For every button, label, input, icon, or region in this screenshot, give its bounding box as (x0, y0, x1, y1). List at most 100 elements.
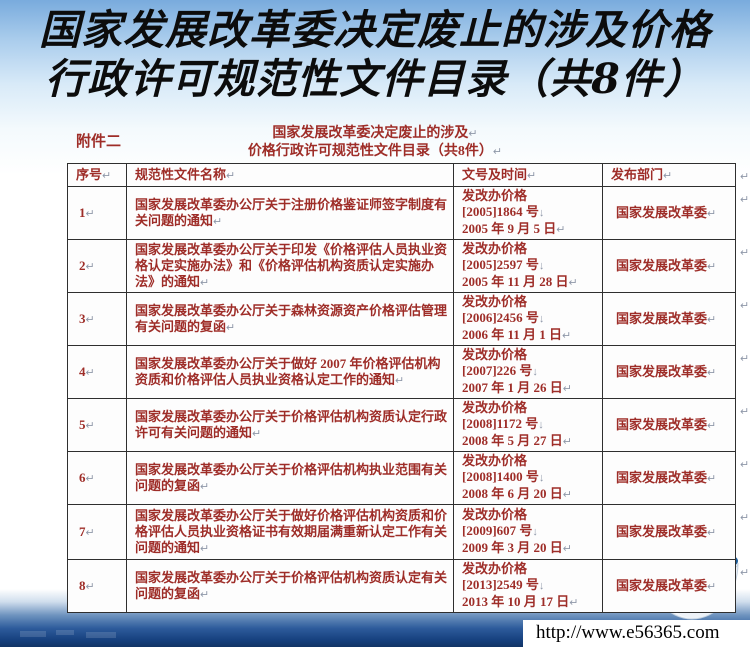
document-number-and-date: 发改办价格 [2006]2456 号↓ 2006 年 11 月 1 日↵ (453, 292, 603, 346)
row-number: 4↵ (67, 345, 127, 399)
issuing-department: 国家发展改革委↵ (602, 398, 736, 452)
return-mark-icon: ↵ (226, 321, 236, 334)
caption-line-2: 价格行政许可规范性文件目录（共8件）↵ (247, 144, 503, 159)
return-mark-icon: ↵ (395, 374, 405, 387)
doc-number-line: 发改办价格 (462, 453, 528, 468)
source-url: http://www.e56365.com (523, 620, 750, 647)
table-row: 8↵ 国家发展改革委办公厅关于价格评估机构资质认定有关问题的复函↵ 发改办价格 [20… (67, 559, 750, 613)
return-mark-icon: ↵ (468, 128, 478, 140)
row-number: 7↵ (67, 504, 127, 560)
return-mark-icon: ↵ (556, 224, 566, 236)
return-mark-icon: ↵ (707, 472, 717, 485)
return-mark-icon: ↵ (740, 170, 750, 183)
doc-number-line: 2005 年 11 月 28 日↵ (462, 274, 578, 289)
issuing-department: 国家发展改革委↵ (602, 451, 736, 505)
return-mark-icon: ↵ (562, 330, 572, 342)
document-number-and-date: 发改办价格 [2005]2597 号↓ 2005 年 11 月 28 日↵ (453, 239, 603, 293)
return-mark-icon: ↵ (740, 352, 750, 365)
return-mark-icon: ↵ (740, 193, 750, 206)
return-mark-icon: ↵ (707, 260, 717, 273)
row-number: 6↵ (67, 451, 127, 505)
line-break-icon: ↓ (532, 526, 538, 538)
return-mark-icon: ↵ (200, 480, 210, 493)
row-end-mark: ↵ (736, 560, 750, 613)
document-name: 国家发展改革委办公厅关于做好价格评估机构资质和价格评估人员执业资格证书有效期届满… (126, 504, 454, 560)
return-mark-icon: ↵ (200, 542, 210, 555)
return-mark-icon: ↵ (213, 215, 223, 228)
header-issuing-dept: 发布部门↵ (602, 163, 736, 187)
return-mark-icon: ↵ (707, 580, 717, 593)
return-mark-icon: ↵ (85, 472, 95, 485)
doc-number-line: [2008]1172 号↓ (462, 416, 544, 431)
table-row: 7↵ 国家发展改革委办公厅关于做好价格评估机构资质和价格评估人员执业资格证书有效期… (67, 504, 750, 560)
line-break-icon: ↓ (538, 313, 545, 325)
caption-line-1: 国家发展改革委决定废止的涉及↵ (272, 126, 478, 141)
row-end-mark: ↵ (736, 399, 750, 452)
line-break-icon: ↓ (532, 366, 538, 378)
issuing-department: 国家发展改革委↵ (602, 559, 736, 613)
doc-number-line: 2009 年 3 月 20 日↵ (462, 540, 572, 555)
document-name: 国家发展改革委办公厅关于做好 2007 年价格评估机构资质和价格评估人员执业资格… (126, 345, 454, 399)
return-mark-icon: ↵ (527, 169, 537, 182)
doc-number-line: [2005]2597 号↓ (462, 257, 545, 272)
return-mark-icon: ↵ (252, 427, 262, 440)
header-serial-number: 序号↵ (67, 163, 127, 187)
attachment-label: 附件二 (76, 134, 122, 150)
water-glint (86, 632, 116, 638)
return-mark-icon: ↵ (492, 146, 503, 158)
doc-number-line: [2007]226 号↓ (462, 363, 538, 378)
issuing-department: 国家发展改革委↵ (602, 292, 736, 346)
line-break-icon: ↓ (538, 419, 544, 431)
return-mark-icon: ↵ (568, 277, 578, 289)
return-mark-icon: ↵ (569, 597, 579, 609)
doc-number-line: [2005]1864 号↓ (462, 204, 545, 219)
doc-number-line: [2013]2549 号↓ (462, 577, 545, 592)
issuing-department: 国家发展改革委↵ (602, 345, 736, 399)
row-number: 8↵ (67, 559, 127, 613)
return-mark-icon: ↵ (85, 419, 95, 432)
table-row: 5↵ 国家发展改革委办公厅关于价格评估机构资质认定行政许可有关问题的通知↵ 发改办价… (67, 398, 750, 452)
water-glint (20, 631, 46, 637)
return-mark-icon: ↵ (200, 276, 210, 289)
row-end-mark: ↵ (736, 452, 750, 505)
return-mark-icon: ↵ (85, 260, 95, 273)
doc-number-line: 发改办价格 (462, 400, 528, 415)
row-end-mark: ↵ (736, 240, 750, 293)
document-number-and-date: 发改办价格 [2007]226 号↓ 2007 年 1 月 26 日↵ (453, 345, 603, 399)
document-number-and-date: 发改办价格 [2013]2549 号↓ 2013 年 10 月 17 日↵ (453, 559, 603, 613)
issuing-department: 国家发展改革委↵ (602, 239, 736, 293)
header-document-name: 规范性文件名称↵ (126, 163, 454, 187)
return-mark-icon: ↵ (562, 489, 572, 501)
issuing-department: 国家发展改革委↵ (602, 504, 736, 560)
doc-number-line: 发改办价格 (462, 188, 528, 203)
return-mark-icon: ↵ (562, 543, 572, 555)
doc-number-line: 2007 年 1 月 26 日↵ (462, 380, 572, 395)
doc-number-line: 2006 年 11 月 1 日↵ (462, 327, 572, 342)
line-break-icon: ↓ (538, 472, 545, 484)
table-row: 6↵ 国家发展改革委办公厅关于价格评估机构执业范围有关问题的复函↵ 发改办价格 [20… (67, 451, 750, 505)
line-break-icon: ↓ (538, 260, 545, 272)
line-break-icon: ↓ (538, 580, 545, 592)
return-mark-icon: ↵ (562, 383, 572, 395)
row-end-mark: ↵ (736, 187, 750, 240)
return-mark-icon: ↵ (226, 169, 236, 182)
title-line-1: 国家发展改革委决定废止的涉及价格 (39, 6, 711, 54)
return-mark-icon: ↵ (707, 419, 717, 432)
return-mark-icon: ↵ (85, 526, 95, 539)
doc-number-line: 2008 年 5 月 27 日↵ (462, 433, 572, 448)
return-mark-icon: ↵ (707, 313, 717, 326)
return-mark-icon: ↵ (200, 588, 210, 601)
title-line-2: 行政许可规范性文件目录（共8件） (45, 55, 705, 103)
slide-title: 国家发展改革委决定废止的涉及价格 行政许可规范性文件目录（共8件） (0, 6, 750, 104)
return-mark-icon: ↵ (562, 436, 572, 448)
doc-number-line: 发改办价格 (462, 294, 528, 309)
return-mark-icon: ↵ (707, 207, 717, 220)
return-mark-icon: ↵ (85, 313, 95, 326)
table-row: 1↵ 国家发展改革委办公厅关于注册价格鉴证师签字制度有关问题的通知↵ 发改办价格 [2… (67, 186, 750, 240)
document-table: 序号↵ 规范性文件名称↵ 文号及时间↵ 发布部门↵ ↵ 1↵ 国家发展改革委办公厅… (67, 163, 750, 613)
return-mark-icon: ↵ (740, 458, 750, 471)
document-name: 国家发展改革委办公厅关于注册价格鉴证师签字制度有关问题的通知↵ (126, 186, 454, 240)
return-mark-icon: ↵ (740, 246, 750, 259)
doc-number-line: [2009]607 号↓ (462, 523, 538, 538)
